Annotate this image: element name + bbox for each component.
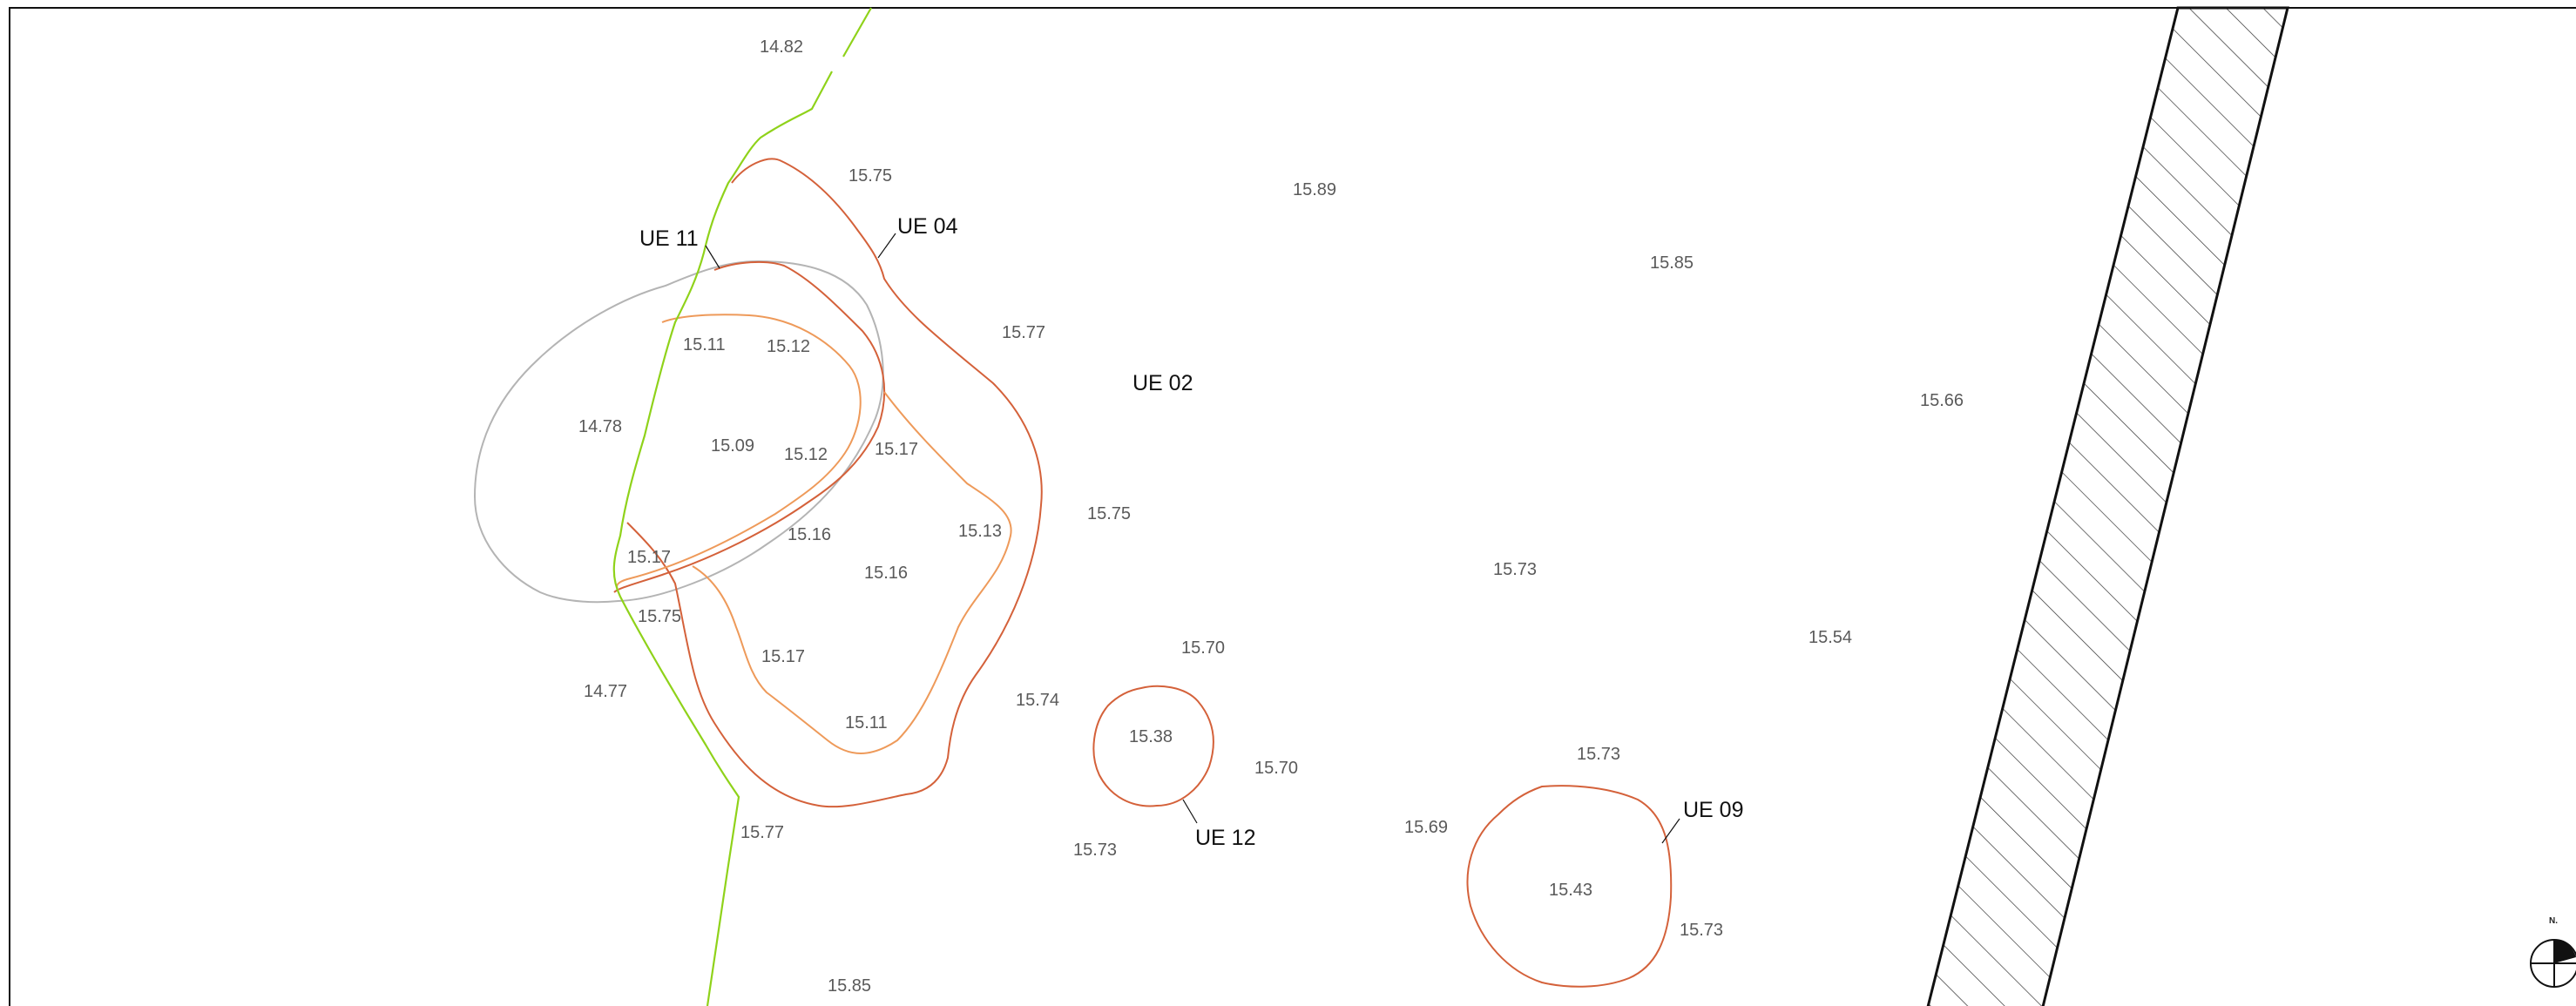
elevation-label: 15.70 — [1254, 759, 1298, 778]
elevation-label: 15.73 — [1073, 841, 1117, 860]
elevation-label: 15.17 — [875, 440, 918, 459]
elevation-label: 15.70 — [1181, 638, 1225, 658]
elevation-label: 15.38 — [1129, 727, 1173, 746]
elevation-label: 15.85 — [828, 976, 871, 996]
elevation-label: 15.75 — [849, 166, 892, 186]
ue09-outline — [1466, 785, 1673, 988]
elevation-label: 15.09 — [711, 436, 754, 456]
elevation-label: 15.12 — [767, 337, 810, 356]
elevation-label: 15.89 — [1293, 180, 1336, 199]
elevation-label: 15.73 — [1493, 560, 1537, 579]
label-ue11: UE 11 — [639, 226, 699, 251]
north-arrow-icon — [2530, 939, 2576, 988]
lower-pit-outline — [692, 391, 1012, 754]
label-ue04: UE 04 — [897, 214, 958, 239]
elevation-label: 15.75 — [1087, 504, 1131, 523]
elevation-label: 15.85 — [1650, 253, 1694, 273]
ue12-leader — [1182, 799, 1198, 824]
elevation-label: 15.77 — [1002, 323, 1045, 342]
elevation-label: 15.73 — [1680, 921, 1723, 940]
ue04-outline — [626, 158, 1043, 808]
section-line — [612, 7, 872, 1006]
label-ue09: UE 09 — [1683, 798, 1743, 822]
ue11-leader — [705, 245, 720, 269]
elevation-label: 15.43 — [1549, 881, 1592, 900]
elevation-label: 15.69 — [1404, 818, 1448, 837]
elevation-label: 14.78 — [578, 417, 622, 436]
elevation-label: 15.17 — [627, 548, 671, 567]
elevation-label: 14.77 — [584, 682, 627, 701]
drawing-frame — [9, 7, 2576, 1006]
elevation-label: 15.11 — [845, 713, 888, 733]
ue04-leader — [877, 233, 896, 259]
elevation-label: 15.11 — [683, 335, 726, 354]
elevation-label: 15.12 — [784, 445, 828, 464]
elevation-label: 15.17 — [761, 647, 805, 666]
ue12-outline — [1092, 685, 1214, 807]
north-label: N. — [2549, 916, 2558, 926]
elevation-label: 15.74 — [1016, 691, 1059, 710]
inner-cut-outline — [616, 314, 862, 591]
elevation-label: 15.16 — [788, 525, 831, 544]
elevation-label: 15.16 — [864, 564, 908, 583]
elevation-label: 15.73 — [1577, 745, 1620, 764]
ue11-outline — [473, 260, 884, 604]
label-ue02: UE 02 — [1132, 371, 1193, 395]
hatched-wall — [1926, 6, 2289, 1006]
ue09-leader — [1661, 818, 1680, 844]
elevation-label: 15.54 — [1809, 628, 1852, 647]
elevation-label: 15.13 — [958, 522, 1002, 541]
elevation-label: 15.66 — [1920, 391, 1964, 410]
elevation-label: 15.77 — [740, 823, 784, 842]
elevation-label: 15.75 — [638, 607, 681, 626]
ue11-cut-outline — [613, 260, 886, 593]
elevation-label: 14.82 — [760, 37, 803, 57]
label-ue12: UE 12 — [1195, 826, 1255, 850]
